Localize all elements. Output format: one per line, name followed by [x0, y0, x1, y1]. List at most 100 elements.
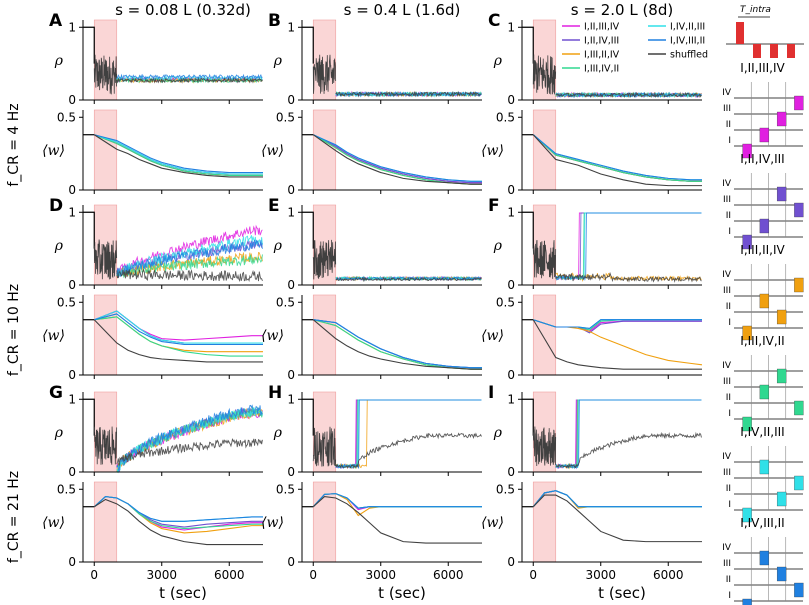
pattern-pulse — [794, 95, 804, 111]
panel-B-rho-ytick-label: 1 — [287, 20, 295, 34]
panel-H-w-series-3 — [312, 493, 482, 517]
panel-C-rho-ytick-label: 0 — [507, 93, 515, 107]
panel-F-rho-stim-trace — [532, 239, 557, 279]
pattern-lane-label: II — [726, 302, 731, 312]
panel-I-w-series-7 — [532, 494, 702, 543]
pattern-lane-label: II — [726, 393, 731, 403]
panel-G-w-xtick-label: 3000 — [146, 568, 177, 582]
pattern-pulse — [759, 218, 770, 234]
pattern-column: T_intraI,II,III,IVIVIIIIIII,II,IV,IIIIVI… — [722, 5, 804, 605]
panel-I-w-xtick-label: 6000 — [653, 568, 684, 582]
pattern-lane-label: II — [726, 120, 731, 130]
panel-D-w-series-4 — [94, 316, 263, 357]
pattern-lane-label: I — [728, 136, 731, 146]
pattern-lane-label: III — [723, 104, 731, 114]
panel-G-letter: G — [49, 383, 63, 403]
pattern-pulse — [759, 293, 770, 309]
row-title-3: f_CR = 21 Hz — [6, 471, 22, 563]
panel-A-rho-ytick-label: 0 — [68, 93, 76, 107]
pattern-pulse — [759, 384, 770, 400]
panel-C-w-series-3 — [532, 134, 702, 182]
panel-B-w-series-2 — [312, 134, 482, 184]
panels-layer: 0100.5ρ⟨w⟩A0100.5ρ⟨w⟩B0100.5ρ⟨w⟩C0100.5ρ… — [42, 11, 703, 582]
panel-E-rho-ytick-label: 0 — [287, 278, 295, 292]
panel-A-rho-plot: 01 — [68, 19, 263, 107]
pattern-pulse — [794, 475, 804, 491]
pattern-lane-label: IV — [722, 543, 732, 553]
pattern-pulse — [776, 566, 787, 582]
legend-label-4: I,III,IV,II — [584, 64, 619, 75]
panel-F-w-label: ⟨w⟩ — [481, 328, 504, 344]
pattern-pulse — [776, 111, 787, 127]
panel-C-rho-series-7 — [555, 91, 702, 99]
pattern-lane-label: III — [723, 468, 731, 478]
panel-I-rho-series-7 — [555, 431, 702, 469]
panel-H-rho-plot: 01 — [287, 391, 482, 479]
panel-I-rho-ytick-label: 1 — [507, 392, 515, 406]
panel-H-w-ytick-label: 0 — [287, 555, 295, 569]
panel-E-rho-stim-trace — [312, 239, 337, 280]
pattern-header-pulse — [770, 44, 778, 58]
panel-E-rho-series-7 — [335, 276, 482, 283]
x-axis-label-1: t (sec) — [159, 584, 207, 602]
panel-D-rho-series-1 — [116, 224, 263, 278]
panel-D-rho-baseline — [83, 211, 95, 249]
panel-H-rho-baseline — [302, 398, 314, 436]
panel-F-rho-series-1 — [555, 212, 702, 281]
pattern-title-3: I,III,II,IV — [740, 243, 785, 257]
panel-E-w-series-6 — [313, 319, 482, 369]
panel-H-w-xtick-label: 3000 — [365, 568, 396, 582]
pattern-pulse — [759, 550, 770, 566]
panel-D-rho-label: ρ — [54, 238, 64, 254]
panel-G-w-xtick-label: 6000 — [214, 568, 245, 582]
pattern-lane-label: IV — [722, 452, 732, 462]
pattern-lane-label: IV — [722, 88, 732, 98]
pattern-pulse — [759, 127, 770, 143]
panel-F-rho-plot: 01 — [507, 204, 702, 292]
pattern-header: T_intra — [726, 5, 804, 58]
pattern-pulse — [742, 416, 752, 432]
panel-A-w-plot: 00.5 — [57, 109, 263, 197]
panel-H-w-series-2 — [312, 493, 482, 509]
panel-C-w-label: ⟨w⟩ — [481, 143, 504, 159]
panel-D-rho-ytick-label: 1 — [68, 205, 76, 219]
panel-G-rho-ytick-label: 1 — [68, 392, 76, 406]
panel-D-rho-series-6 — [116, 239, 263, 278]
panel-I-w-series-4 — [532, 490, 702, 508]
panel-A-rho-baseline — [83, 26, 95, 64]
panel-H-rho-label: ρ — [273, 425, 283, 441]
panel-C-letter: C — [488, 11, 500, 31]
legend-label-2: I,II,IV,III — [584, 36, 619, 47]
panel-B-rho-stim-trace — [312, 54, 337, 94]
panel-B-w-series-7 — [312, 134, 482, 185]
panel-H-w-series-6 — [312, 493, 482, 509]
x-axis-label-3: t (sec) — [598, 584, 646, 602]
panel-D-w-plot: 00.5 — [57, 294, 263, 382]
panel-I-rho-series-6 — [555, 399, 702, 470]
text-layer: s = 0.08 L (0.32d) s = 0.4 L (1.6d) s = 2.… — [6, 1, 673, 602]
panel-I-w-series-6 — [532, 490, 702, 508]
panel-G-rho-plot: 01 — [68, 391, 263, 479]
panel-D-w-ytick-label: 0.5 — [57, 295, 76, 309]
pattern-lane-label: III — [723, 559, 731, 569]
pattern-lane-label: IV — [722, 361, 732, 371]
panel-A-w-series-6 — [94, 134, 263, 174]
panel-F-w-stim-window — [532, 294, 557, 376]
panel-H-w-series-5 — [312, 493, 482, 509]
panel-H-w-xtick-label: 0 — [309, 568, 317, 582]
panel-H-rho-series-6 — [335, 399, 482, 470]
panel-F-w-ytick-label: 0 — [507, 368, 515, 382]
panel-B-rho-label: ρ — [273, 53, 283, 69]
panel-G-w-series-7 — [93, 498, 263, 546]
panel-I-w-xtick-label: 3000 — [585, 568, 616, 582]
